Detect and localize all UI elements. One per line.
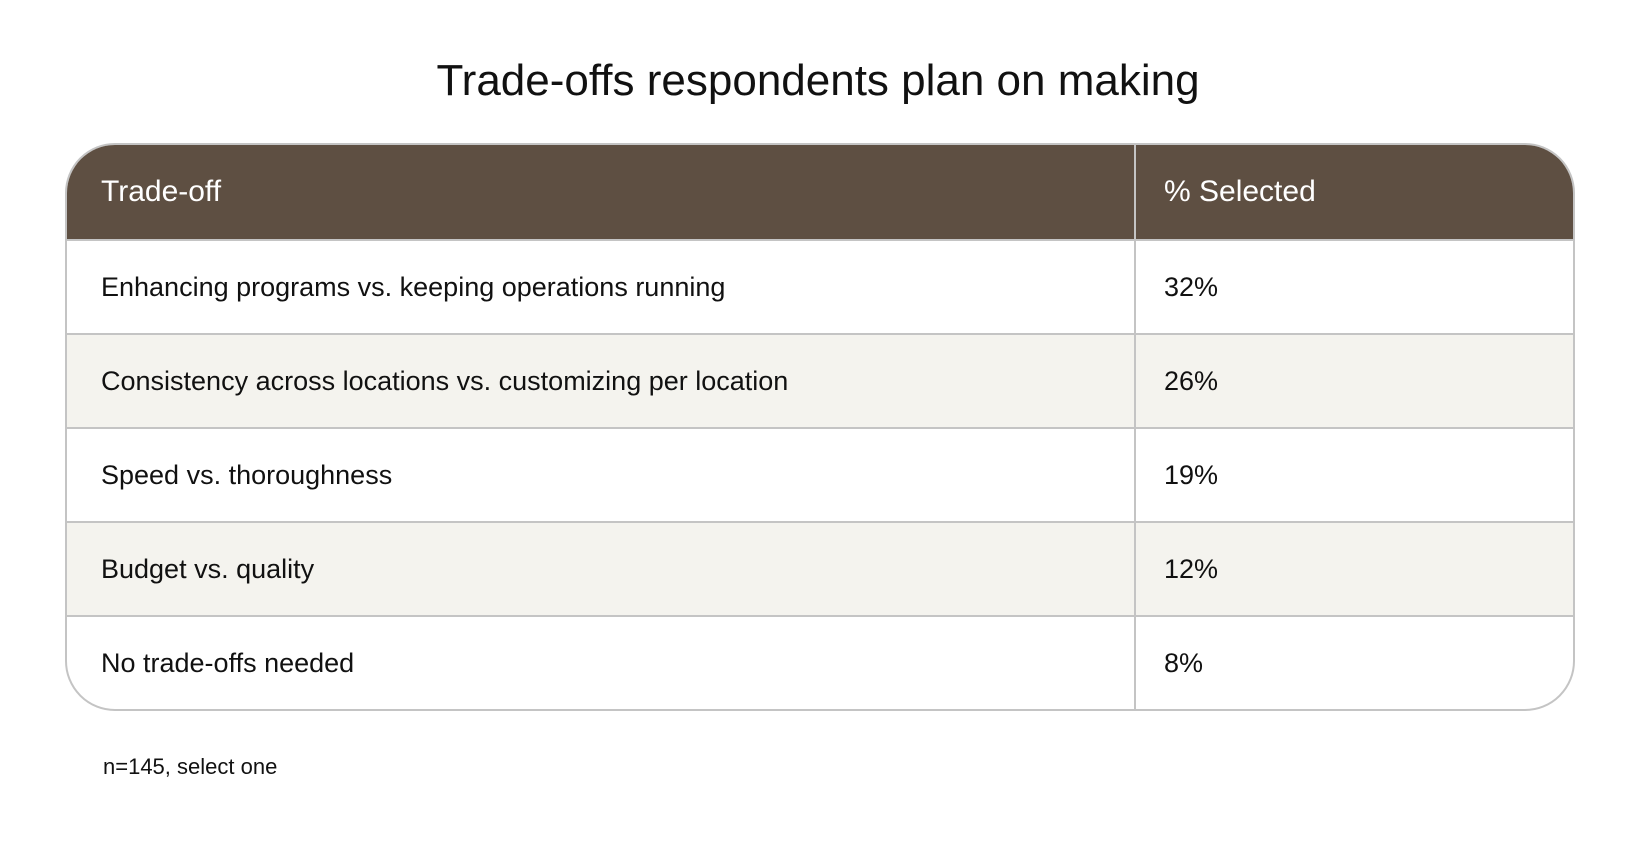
footnote: n=145, select one bbox=[103, 754, 278, 779]
tradeoffs-table: Trade-off % Selected Enhancing programs … bbox=[65, 143, 1575, 711]
table-row: Budget vs. quality 12% bbox=[67, 521, 1573, 615]
row-value: 26% bbox=[1164, 365, 1219, 396]
row-value: 8% bbox=[1164, 647, 1204, 678]
table-row: Speed vs. thoroughness 19% bbox=[67, 427, 1573, 521]
table-row: Enhancing programs vs. keeping operation… bbox=[67, 239, 1573, 333]
row-label: No trade-offs needed bbox=[67, 617, 1136, 709]
row-label: Speed vs. thoroughness bbox=[67, 429, 1136, 521]
header-percent-selected: % Selected bbox=[1164, 175, 1316, 208]
row-value: 19% bbox=[1164, 459, 1219, 490]
table-row: No trade-offs needed 8% bbox=[67, 615, 1573, 709]
row-label: Budget vs. quality bbox=[67, 523, 1136, 615]
row-label: Enhancing programs vs. keeping operation… bbox=[67, 241, 1136, 333]
row-value: 12% bbox=[1164, 553, 1219, 584]
header-tradeoff: Trade-off bbox=[67, 145, 1136, 239]
row-value: 32% bbox=[1164, 271, 1219, 302]
table-row: Consistency across locations vs. customi… bbox=[67, 333, 1573, 427]
table-header: Trade-off % Selected bbox=[67, 145, 1573, 239]
row-label: Consistency across locations vs. customi… bbox=[67, 335, 1136, 427]
page-title: Trade-offs respondents plan on making bbox=[436, 56, 1200, 105]
